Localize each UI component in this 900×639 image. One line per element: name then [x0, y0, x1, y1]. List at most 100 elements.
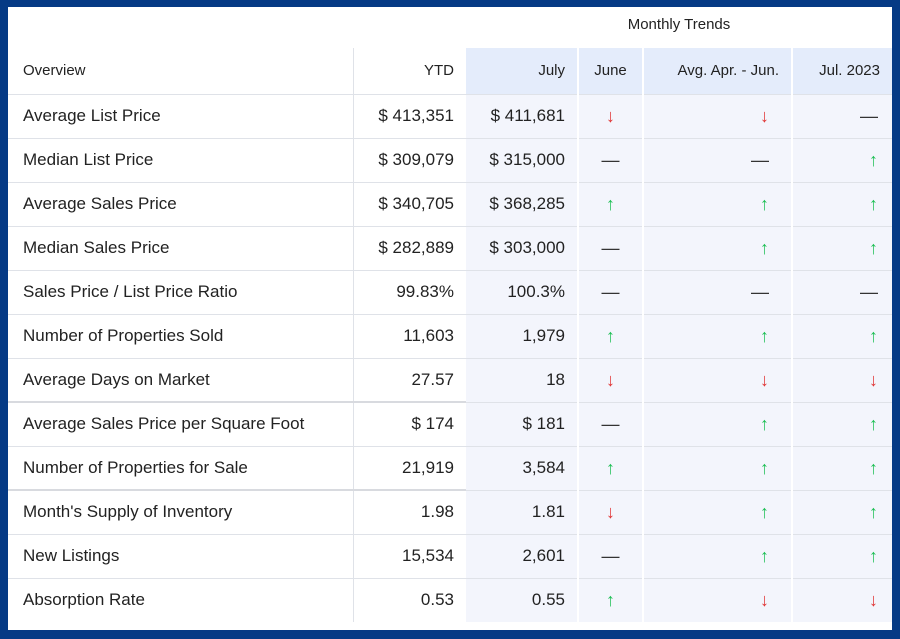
monthly-trends-heading: Monthly Trends	[627, 16, 731, 33]
dash-icon: —	[601, 237, 620, 258]
table-row: Number of Properties Sold 11,603 1,979 ↑ ↑ ↑	[8, 313, 892, 358]
avg-apr-jun-trend-cell: ↑	[642, 225, 792, 270]
june-trend-cell: ↑	[577, 445, 643, 490]
jul-2023-trend-cell: ↑	[791, 445, 892, 490]
jul-2023-trend-cell: ↑	[791, 313, 892, 358]
july-value: $ 181	[466, 401, 578, 446]
avg-apr-jun-trend-cell: ↓	[642, 93, 792, 138]
arrow-up-icon: ↑	[760, 545, 769, 566]
june-trend-cell: —	[577, 533, 643, 578]
table-row: Median Sales Price $ 282,889 $ 303,000 — ↑ ↑	[8, 225, 892, 270]
column-header-avg-apr-jun: Avg. Apr. - Jun.	[642, 48, 792, 94]
ytd-value: $ 174	[353, 401, 466, 446]
july-value: $ 315,000	[466, 137, 578, 182]
ytd-value: 99.83%	[353, 269, 466, 314]
row-label: Month's Supply of Inventory	[8, 489, 354, 534]
ytd-value: 21,919	[353, 445, 466, 490]
row-label: Median Sales Price	[8, 225, 354, 270]
jul-2023-trend-cell: ↑	[791, 181, 892, 226]
row-label: Average Sales Price	[8, 181, 354, 226]
arrow-up-icon: ↑	[606, 325, 615, 346]
arrow-up-icon: ↑	[869, 501, 878, 522]
june-trend-cell: ↑	[577, 313, 643, 358]
ytd-value: $ 309,079	[353, 137, 466, 182]
avg-apr-jun-trend-cell: ↑	[642, 401, 792, 446]
avg-apr-jun-trend-cell: ↓	[642, 577, 792, 622]
arrow-up-icon: ↑	[869, 149, 878, 170]
july-value: 0.55	[466, 577, 578, 622]
arrow-up-icon: ↑	[606, 193, 615, 214]
jul-2023-trend-cell: ↑	[791, 489, 892, 534]
column-header-overview: Overview	[8, 48, 354, 94]
row-label: Number of Properties for Sale	[8, 445, 354, 490]
arrow-up-icon: ↑	[606, 589, 615, 610]
july-value: $ 368,285	[466, 181, 578, 226]
dash-icon: —	[601, 545, 620, 566]
ytd-value: 15,534	[353, 533, 466, 578]
dash-icon: —	[751, 281, 769, 302]
table-body: Average List Price $ 413,351 $ 411,681 ↓ ↓ — M…	[8, 93, 892, 622]
arrow-down-icon: ↓	[760, 105, 769, 126]
row-label: Average Days on Market	[8, 357, 354, 402]
june-trend-cell: ↓	[577, 489, 643, 534]
arrow-down-icon: ↓	[606, 501, 615, 522]
arrow-up-icon: ↑	[606, 457, 615, 478]
column-header-july: July	[466, 48, 578, 94]
column-header-ytd: YTD	[424, 62, 454, 80]
dash-icon: —	[751, 149, 769, 170]
june-trend-cell: —	[577, 225, 643, 270]
arrow-up-icon: ↑	[869, 193, 878, 214]
arrow-up-icon: ↑	[760, 501, 769, 522]
row-label: Number of Properties Sold	[8, 313, 354, 358]
table-row: New Listings 15,534 2,601 — ↑ ↑	[8, 533, 892, 578]
arrow-up-icon: ↑	[869, 457, 878, 478]
july-value: 18	[466, 357, 578, 402]
ytd-value: 27.57	[353, 357, 466, 402]
table-row: Average Days on Market 27.57 18 ↓ ↓ ↓	[8, 357, 892, 402]
arrow-up-icon: ↑	[760, 193, 769, 214]
june-trend-cell: —	[577, 401, 643, 446]
table-row: Average Sales Price $ 340,705 $ 368,285 ↑ ↑ ↑	[8, 181, 892, 226]
arrow-up-icon: ↑	[760, 237, 769, 258]
july-value: 2,601	[466, 533, 578, 578]
july-value: 100.3%	[466, 269, 578, 314]
table-row: Sales Price / List Price Ratio 99.83% 100.…	[8, 269, 892, 314]
arrow-up-icon: ↑	[869, 413, 878, 434]
table-row: Average Sales Price per Square Foot $ 174…	[8, 401, 892, 446]
table-row: Month's Supply of Inventory 1.98 1.81 ↓ ↑ ↑	[8, 489, 892, 534]
arrow-down-icon: ↓	[606, 369, 615, 390]
ytd-value: 11,603	[353, 313, 466, 358]
jul-2023-trend-cell: —	[791, 93, 892, 138]
avg-apr-jun-trend-cell: ↑	[642, 445, 792, 490]
july-value: $ 411,681	[466, 93, 578, 138]
dash-icon: —	[860, 105, 878, 126]
avg-apr-jun-trend-cell: —	[642, 137, 792, 182]
ytd-value: 1.98	[353, 489, 466, 534]
ytd-value: $ 282,889	[353, 225, 466, 270]
arrow-down-icon: ↓	[869, 589, 878, 610]
june-trend-cell: ↑	[577, 577, 643, 622]
table-row: Average List Price $ 413,351 $ 411,681 ↓ ↓ —	[8, 93, 892, 138]
arrow-down-icon: ↓	[606, 105, 615, 126]
arrow-up-icon: ↑	[869, 237, 878, 258]
dash-icon: —	[860, 281, 878, 302]
table-row: Number of Properties for Sale 21,919 3,584…	[8, 445, 892, 490]
jul-2023-trend-cell: ↓	[791, 577, 892, 622]
arrow-down-icon: ↓	[869, 369, 878, 390]
arrow-up-icon: ↑	[869, 545, 878, 566]
july-value: 1.81	[466, 489, 578, 534]
market-stats-table: Overview YTD July June Avg. Apr. - Jun. …	[8, 48, 892, 622]
ytd-value: 0.53	[353, 577, 466, 622]
ytd-value: $ 413,351	[353, 93, 466, 138]
july-value: 1,979	[466, 313, 578, 358]
row-label: Absorption Rate	[8, 577, 354, 622]
ytd-value: $ 340,705	[353, 181, 466, 226]
table-row: Median List Price $ 309,079 $ 315,000 — — ↑	[8, 137, 892, 182]
jul-2023-trend-cell: —	[791, 269, 892, 314]
avg-apr-jun-trend-cell: ↓	[642, 357, 792, 402]
arrow-up-icon: ↑	[760, 413, 769, 434]
june-trend-cell: ↓	[577, 357, 643, 402]
jul-2023-trend-cell: ↓	[791, 357, 892, 402]
jul-2023-trend-cell: ↑	[791, 225, 892, 270]
row-label: Average List Price	[8, 93, 354, 138]
